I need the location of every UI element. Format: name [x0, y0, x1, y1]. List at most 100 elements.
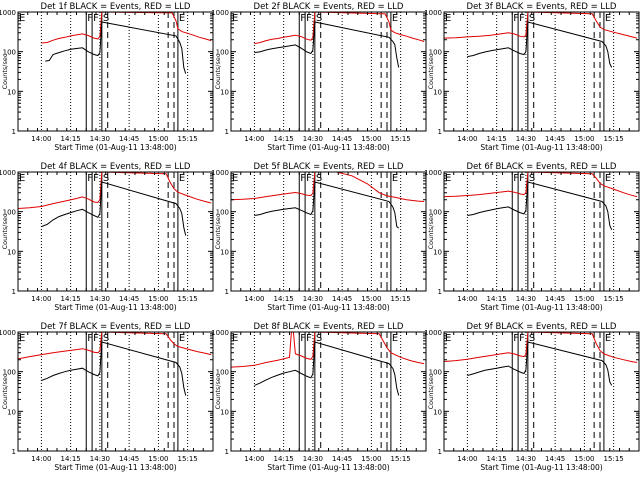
y-tick-label: 1 [225, 288, 229, 296]
x-tick-label: 15:15 [178, 455, 198, 463]
interval-marker-label: F [513, 13, 519, 24]
interval-marker-label: F [300, 333, 306, 344]
interval-marker-label: S [529, 173, 535, 184]
x-tick-label: 15:00 [574, 455, 594, 463]
y-tick-label: 1000 [424, 9, 442, 17]
interval-marker-label: E [392, 173, 398, 184]
x-tick-label: 14:00 [244, 295, 264, 303]
y-tick-label: 1000 [211, 169, 229, 177]
x-axis-label: Start Time (01-Aug-11 13:48:00) [480, 143, 602, 152]
lld-series-line [254, 11, 425, 45]
x-tick-label: 14:00 [31, 135, 51, 143]
lld-series-line [17, 171, 212, 209]
y-axis-label: Counts/sec [1, 213, 9, 249]
y-tick-label: 1000 [424, 329, 442, 337]
events-series-line [45, 21, 187, 74]
y-axis-label: Counts/sec [1, 373, 9, 409]
interval-marker-label: F [519, 13, 525, 24]
panel-title: Det 5f BLACK = Events, RED = LLD [254, 162, 404, 172]
y-tick-label: 100 [216, 369, 229, 377]
x-tick-label: 15:00 [148, 135, 168, 143]
x-tick-label: 14:15 [487, 295, 507, 303]
interval-marker-label: F [513, 173, 519, 184]
interval-marker-label: E [445, 333, 451, 344]
x-tick-label: 14:30 [303, 135, 323, 143]
x-tick-label: 14:30 [90, 455, 110, 463]
interval-marker-label: E [232, 173, 238, 184]
x-tick-label: 14:45 [332, 295, 352, 303]
panel-title: Det 2f BLACK = Events, RED = LLD [254, 2, 404, 12]
interval-marker-label: S [316, 173, 322, 184]
interval-marker-label: E [392, 13, 398, 24]
interval-marker-label: E [179, 13, 185, 24]
events-series-line [467, 181, 613, 230]
interval-marker-label: E [445, 13, 451, 24]
interval-marker-label: E [179, 333, 185, 344]
plot-frame [443, 171, 640, 292]
x-tick-label: 14:15 [487, 455, 507, 463]
y-tick-label: 100 [3, 49, 16, 57]
y-tick-label: 10 [220, 248, 229, 256]
y-tick-label: 1 [438, 288, 442, 296]
x-tick-label: 15:00 [148, 295, 168, 303]
panel-title: Det 6f BLACK = Events, RED = LLD [467, 162, 617, 172]
x-tick-label: 14:30 [90, 295, 110, 303]
y-tick-label: 10 [7, 88, 16, 96]
plot-frame [17, 11, 214, 132]
panel-title: Det 3f BLACK = Events, RED = LLD [467, 2, 617, 12]
x-tick-label: 15:15 [391, 295, 411, 303]
events-series-line [467, 341, 613, 386]
plot-frame [17, 171, 214, 292]
y-tick-label: 100 [429, 209, 442, 217]
panel-title: Det 8f BLACK = Events, RED = LLD [254, 322, 404, 332]
y-axis-label: Counts/sec [427, 213, 435, 249]
interval-marker-label: F [306, 333, 312, 344]
interval-marker-label: E [605, 13, 611, 24]
interval-marker-label: S [316, 13, 322, 24]
x-tick-label: 14:45 [545, 295, 565, 303]
x-tick-label: 15:00 [361, 455, 381, 463]
x-tick-label: 14:00 [31, 455, 51, 463]
lld-series-line [443, 171, 638, 198]
interval-marker-label: E [232, 13, 238, 24]
y-tick-label: 100 [3, 209, 16, 217]
y-axis-label: Counts/sec [214, 373, 222, 409]
x-tick-label: 15:00 [361, 135, 381, 143]
y-tick-label: 1 [225, 448, 229, 456]
y-tick-label: 1000 [0, 329, 16, 337]
interval-marker-label: E [605, 173, 611, 184]
x-tick-label: 14:30 [516, 295, 536, 303]
x-axis-label: Start Time (01-Aug-11 13:48:00) [480, 463, 602, 472]
x-tick-label: 15:15 [178, 135, 198, 143]
x-tick-label: 14:30 [516, 135, 536, 143]
x-tick-label: 14:45 [545, 455, 565, 463]
x-tick-label: 14:15 [61, 295, 81, 303]
y-tick-label: 1000 [424, 169, 442, 177]
y-tick-label: 100 [429, 369, 442, 377]
events-series-line [254, 21, 400, 68]
lld-series-line [443, 11, 638, 39]
x-tick-label: 15:00 [148, 455, 168, 463]
x-axis-label: Start Time (01-Aug-11 13:48:00) [54, 143, 176, 152]
x-tick-label: 14:30 [90, 135, 110, 143]
x-tick-label: 14:45 [119, 295, 139, 303]
x-tick-label: 14:00 [457, 295, 477, 303]
plot-frame [443, 11, 640, 132]
interval-marker-label: F [306, 13, 312, 24]
x-tick-label: 15:00 [574, 135, 594, 143]
y-tick-label: 1 [438, 448, 442, 456]
x-tick-label: 15:15 [391, 135, 411, 143]
interval-marker-label: F [306, 173, 312, 184]
interval-marker-label: F [300, 173, 306, 184]
x-tick-label: 14:15 [61, 135, 81, 143]
x-tick-label: 14:45 [332, 135, 352, 143]
x-tick-label: 15:00 [361, 295, 381, 303]
y-axis-label: Counts/sec [427, 373, 435, 409]
x-tick-label: 14:45 [545, 135, 565, 143]
y-tick-label: 1 [12, 448, 16, 456]
